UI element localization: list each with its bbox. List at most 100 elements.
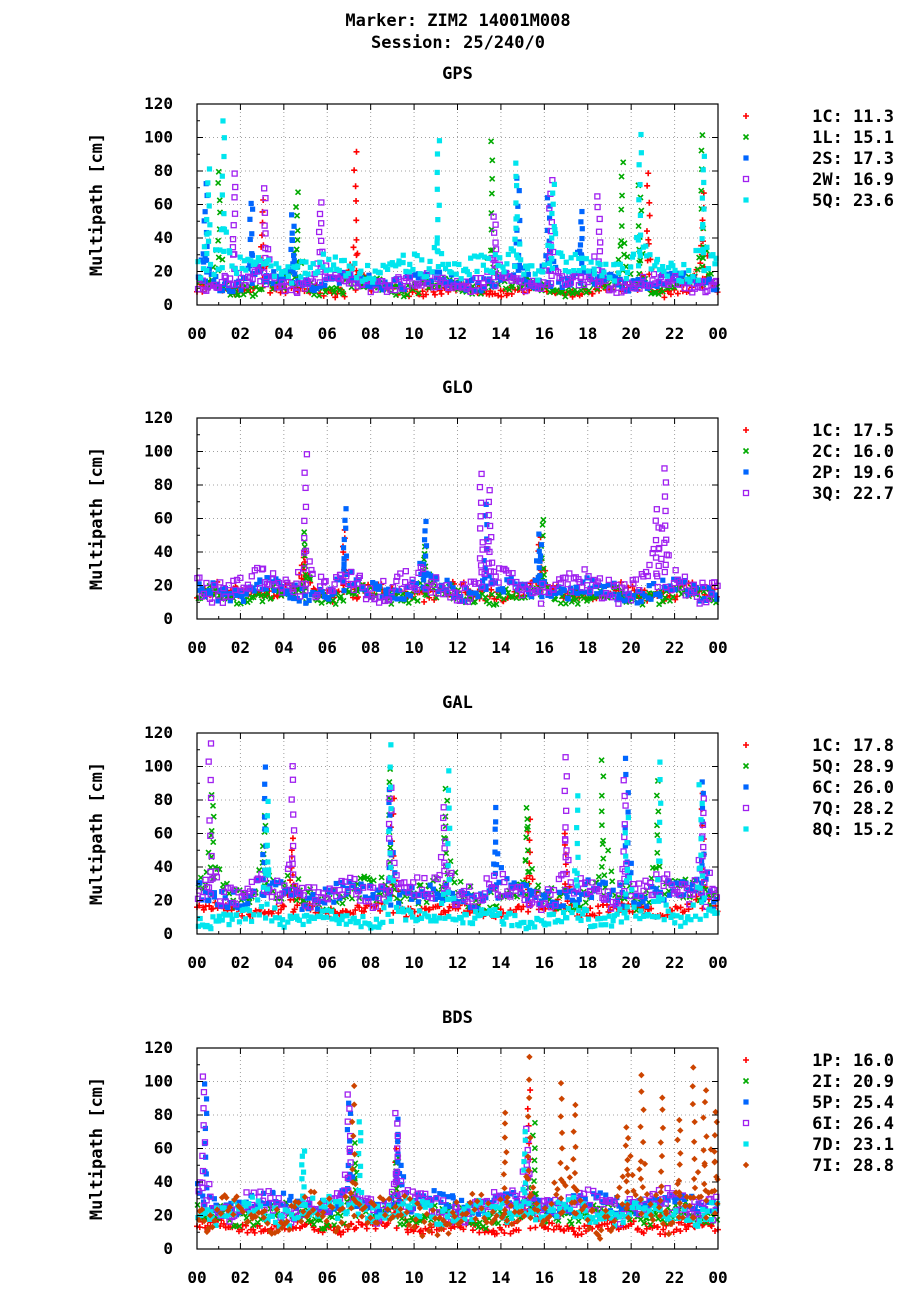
- point: [576, 907, 582, 914]
- point: [265, 859, 271, 865]
- point: [646, 582, 652, 589]
- point: [306, 558, 313, 565]
- point: [524, 585, 532, 592]
- point: [283, 1203, 289, 1209]
- point: [499, 586, 506, 592]
- point: [492, 221, 499, 228]
- point: [701, 153, 707, 159]
- point: [513, 160, 519, 166]
- point: [476, 1229, 483, 1236]
- point: [588, 259, 594, 265]
- point: [507, 578, 514, 586]
- point: [394, 596, 400, 602]
- point: [350, 586, 357, 594]
- point: [447, 278, 453, 285]
- point: [406, 883, 413, 891]
- point: [528, 892, 534, 898]
- point: [290, 268, 296, 274]
- point: [258, 592, 265, 599]
- point: [239, 265, 245, 272]
- point: [602, 880, 608, 886]
- point: [389, 595, 395, 601]
- point: [244, 1229, 251, 1236]
- point: [477, 513, 484, 520]
- point: [207, 590, 214, 596]
- point: [290, 827, 298, 834]
- point: [356, 572, 363, 579]
- point: [516, 586, 523, 593]
- point: [376, 583, 383, 589]
- point: [387, 893, 393, 899]
- point: [291, 595, 297, 602]
- x-tick-label: 06: [318, 953, 337, 972]
- point: [336, 267, 342, 274]
- point: [440, 814, 447, 822]
- point: [701, 267, 707, 274]
- point: [743, 113, 749, 119]
- point: [489, 912, 496, 918]
- point: [669, 593, 676, 601]
- point: [560, 909, 567, 916]
- point: [548, 272, 555, 280]
- point: [396, 258, 402, 264]
- point: [562, 293, 569, 300]
- point: [233, 912, 240, 918]
- point: [523, 875, 530, 882]
- point: [546, 205, 553, 212]
- point: [229, 590, 236, 596]
- y-tick-label: 100: [144, 757, 173, 776]
- point: [578, 273, 585, 280]
- point: [351, 875, 358, 883]
- point: [448, 869, 455, 877]
- point: [708, 1223, 715, 1230]
- point: [493, 819, 499, 825]
- point: [574, 600, 581, 608]
- point: [655, 877, 661, 883]
- point: [517, 241, 523, 247]
- legend-label: 2P: 19.6: [812, 463, 894, 483]
- point: [492, 580, 498, 586]
- y-tick-label: 40: [154, 857, 173, 876]
- point: [216, 913, 222, 919]
- point: [333, 284, 340, 291]
- point: [226, 921, 232, 928]
- point: [646, 282, 653, 290]
- point: [318, 220, 325, 227]
- point: [700, 843, 707, 851]
- point: [660, 1226, 667, 1233]
- point: [293, 580, 300, 587]
- point: [237, 588, 243, 594]
- point: [255, 255, 261, 261]
- point: [491, 290, 498, 297]
- point: [460, 920, 466, 926]
- point: [584, 575, 590, 581]
- point: [316, 1207, 322, 1213]
- point: [448, 270, 454, 276]
- point: [354, 580, 361, 587]
- point: [435, 264, 442, 270]
- point: [700, 221, 706, 228]
- point: [550, 911, 556, 917]
- x-tick-label: 14: [491, 953, 510, 972]
- point: [311, 1226, 318, 1233]
- point: [229, 263, 235, 269]
- point: [446, 805, 452, 811]
- point: [544, 281, 551, 288]
- point: [208, 1205, 215, 1211]
- point: [289, 776, 297, 783]
- point: [656, 267, 663, 273]
- point: [409, 914, 416, 920]
- point: [355, 888, 362, 895]
- point: [242, 902, 248, 908]
- point: [517, 217, 523, 224]
- point: [393, 1225, 400, 1232]
- point: [652, 280, 659, 287]
- point: [653, 591, 659, 598]
- point: [446, 877, 452, 883]
- point: [594, 281, 602, 289]
- point: [434, 891, 440, 897]
- point: [495, 579, 502, 586]
- point: [621, 792, 628, 800]
- point: [699, 779, 705, 785]
- point: [523, 834, 530, 841]
